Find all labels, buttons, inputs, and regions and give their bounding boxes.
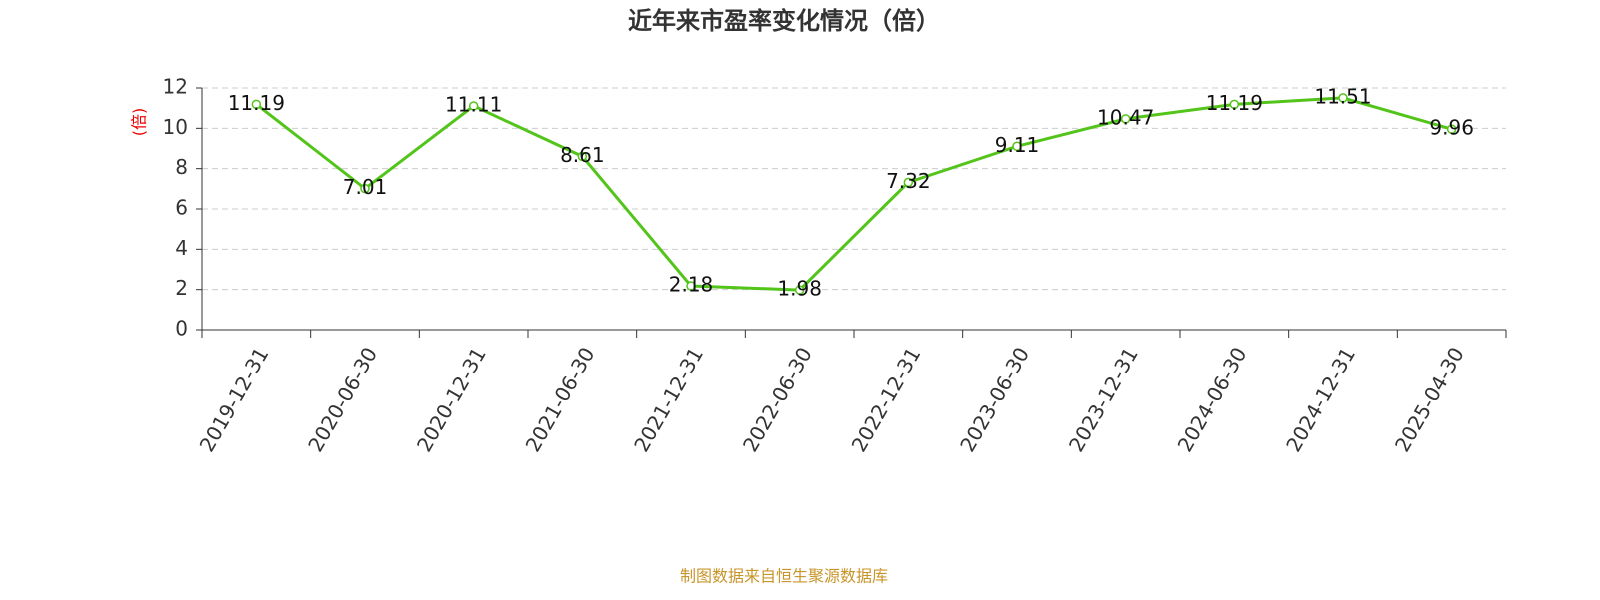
x-tick-label: 2020-12-31 [412,343,491,456]
source-note: 制图数据来自恒生聚源数据库 [680,567,888,586]
data-label: 11.11 [445,92,502,116]
x-tick-label: 2025-04-30 [1390,343,1469,456]
point [577,151,588,162]
data-label: 9.96 [1429,116,1474,140]
x-tick-label: 2019-12-31 [195,343,274,456]
data-label: 8.61 [560,143,605,167]
data-label: 7.32 [886,169,931,193]
x-tick-label: 2022-12-31 [847,343,926,456]
y-tick-label: 2 [175,276,188,300]
data-label: 2.18 [669,273,714,297]
point [1338,93,1348,103]
x-tick-label: 2023-12-31 [1064,343,1143,456]
point [251,99,262,110]
point [1012,141,1022,152]
point [1446,124,1457,134]
y-axis-label: (倍) [130,108,149,137]
point [468,101,479,111]
x-tick-label: 2021-06-30 [521,343,600,456]
y-tick-label: 8 [175,155,188,179]
point [686,281,696,291]
data-label: 10.47 [1097,105,1154,129]
point [1120,114,1131,124]
point [360,183,370,194]
y-tick-label: 4 [175,236,188,260]
x-tick-label: 2023-06-30 [955,343,1034,456]
data-label: 11.19 [1206,91,1263,115]
data-label: 1.98 [777,277,822,301]
x-tick-label: 2024-12-31 [1281,343,1360,456]
x-tick-label: 2021-12-31 [629,343,708,456]
x-tick-label: 2022-06-30 [738,343,817,456]
point [903,177,914,188]
x-tick-label: 2024-06-30 [1173,343,1252,456]
point [1229,99,1240,110]
y-tick-label: 10 [163,115,188,139]
chart-title: 近年来市盈率变化情况（倍） [628,7,940,35]
line [255,96,1453,292]
x-tick-label: 2020-06-30 [303,343,382,456]
data-label: 9.11 [995,133,1040,157]
y-tick-label: 6 [175,196,188,220]
data-label: 11.19 [228,91,285,115]
point [794,285,805,295]
y-tick-label: 12 [163,75,188,99]
data-label: 11.51 [1314,84,1371,108]
y-tick-label: 0 [175,317,188,341]
data-label: 7.01 [343,175,388,199]
